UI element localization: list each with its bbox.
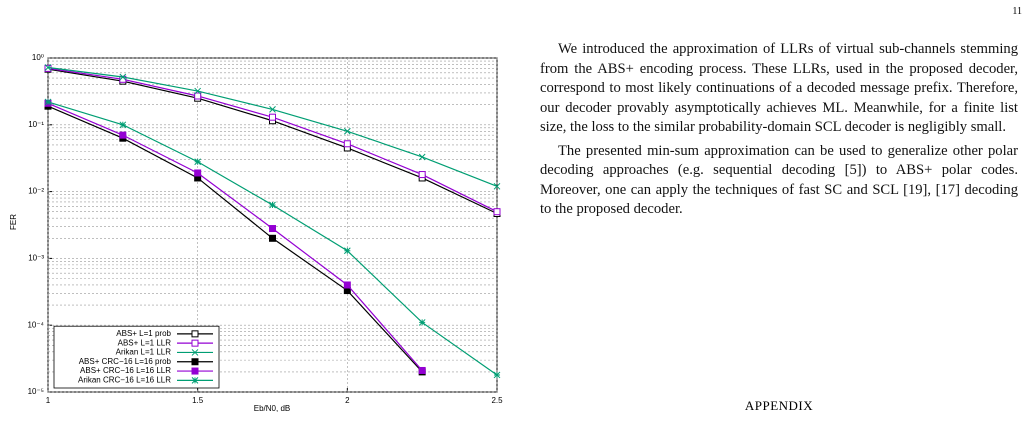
- marker: [493, 371, 501, 379]
- marker: [269, 113, 276, 121]
- legend-marker: [191, 339, 199, 347]
- x-tick-label: 1: [46, 396, 51, 405]
- legend-marker: [191, 358, 199, 366]
- marker: [343, 247, 351, 255]
- legend-marker: [191, 376, 199, 384]
- marker: [418, 319, 426, 326]
- legend-label: ABS+ L=1 LLR: [118, 338, 172, 347]
- marker: [269, 201, 276, 209]
- y-tick-label: 10⁰: [32, 53, 44, 62]
- marker: [119, 121, 127, 129]
- marker: [269, 225, 276, 233]
- marker: [194, 169, 202, 177]
- marker: [194, 87, 202, 95]
- legend-label: ABS+ CRC−16 L=16 prob: [79, 357, 172, 366]
- marker: [418, 153, 426, 161]
- legend-marker: [191, 367, 199, 375]
- marker: [343, 140, 351, 148]
- x-tick-label: 2: [345, 396, 350, 405]
- marker: [44, 64, 52, 71]
- series-line: [47, 105, 423, 373]
- marker: [194, 158, 202, 166]
- marker: [343, 281, 351, 289]
- marker: [493, 182, 501, 190]
- text-column: We introduced the approximation of LLRs …: [540, 40, 1018, 224]
- legend-label: Arikan L=1 LLR: [116, 348, 172, 357]
- y-tick-label: 10⁻³: [28, 254, 44, 263]
- legend-marker: [191, 349, 199, 356]
- y-tick-label: 10⁻⁵: [28, 387, 44, 396]
- marker: [343, 127, 351, 135]
- x-tick-label: 1.5: [192, 396, 204, 405]
- legend-label: ABS+ CRC−16 L=16 LLR: [80, 366, 171, 375]
- page-number: 11: [1012, 6, 1022, 17]
- marker: [493, 208, 501, 216]
- x-tick-label: 2.5: [491, 396, 503, 405]
- series-line: [47, 66, 498, 187]
- marker: [269, 106, 276, 113]
- section-heading: APPENDIX: [744, 398, 814, 413]
- marker: [269, 234, 276, 242]
- y-tick-label: 10⁻⁴: [27, 320, 44, 329]
- marker: [119, 131, 127, 139]
- series-line: [47, 67, 498, 213]
- y-axis-label: FER: [9, 214, 18, 230]
- marker: [119, 73, 127, 81]
- legend-marker: [191, 330, 199, 338]
- x-axis-label: Eb/N0, dB: [254, 404, 290, 413]
- paragraph: We introduced the approximation of LLRs …: [540, 41, 1018, 135]
- marker: [44, 98, 52, 106]
- y-tick-label: 10⁻¹: [28, 120, 44, 129]
- marker: [418, 171, 426, 179]
- marker: [418, 366, 426, 374]
- paragraph: The presented min-sum approximation can …: [540, 142, 1018, 218]
- marker: [194, 92, 202, 100]
- legend-label: Arikan CRC−16 L=16 LLR: [78, 375, 171, 384]
- series-line: [47, 102, 423, 371]
- legend-label: ABS+ L=1 prob: [116, 329, 171, 338]
- chart: FER Eb/N0, dB 10⁰ 10⁻¹ 10⁻² 10⁻³ 10⁻⁴ 10⁻⁵1 1.…: [9, 53, 503, 413]
- y-tick-label: 10⁻²: [28, 187, 44, 196]
